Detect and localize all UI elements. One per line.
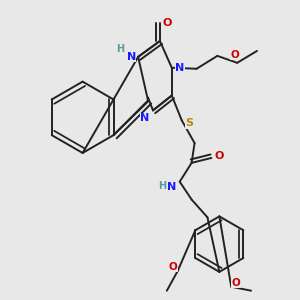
Text: N: N [140,113,150,123]
Text: H: H [158,181,166,191]
Text: N: N [167,182,176,192]
Text: O: O [231,50,240,60]
Text: O: O [162,18,172,28]
Text: O: O [232,278,241,288]
Text: H: H [116,44,124,54]
Text: O: O [168,262,177,272]
Text: S: S [186,118,194,128]
Text: O: O [215,151,224,161]
Text: N: N [127,52,136,62]
Text: N: N [175,63,184,73]
